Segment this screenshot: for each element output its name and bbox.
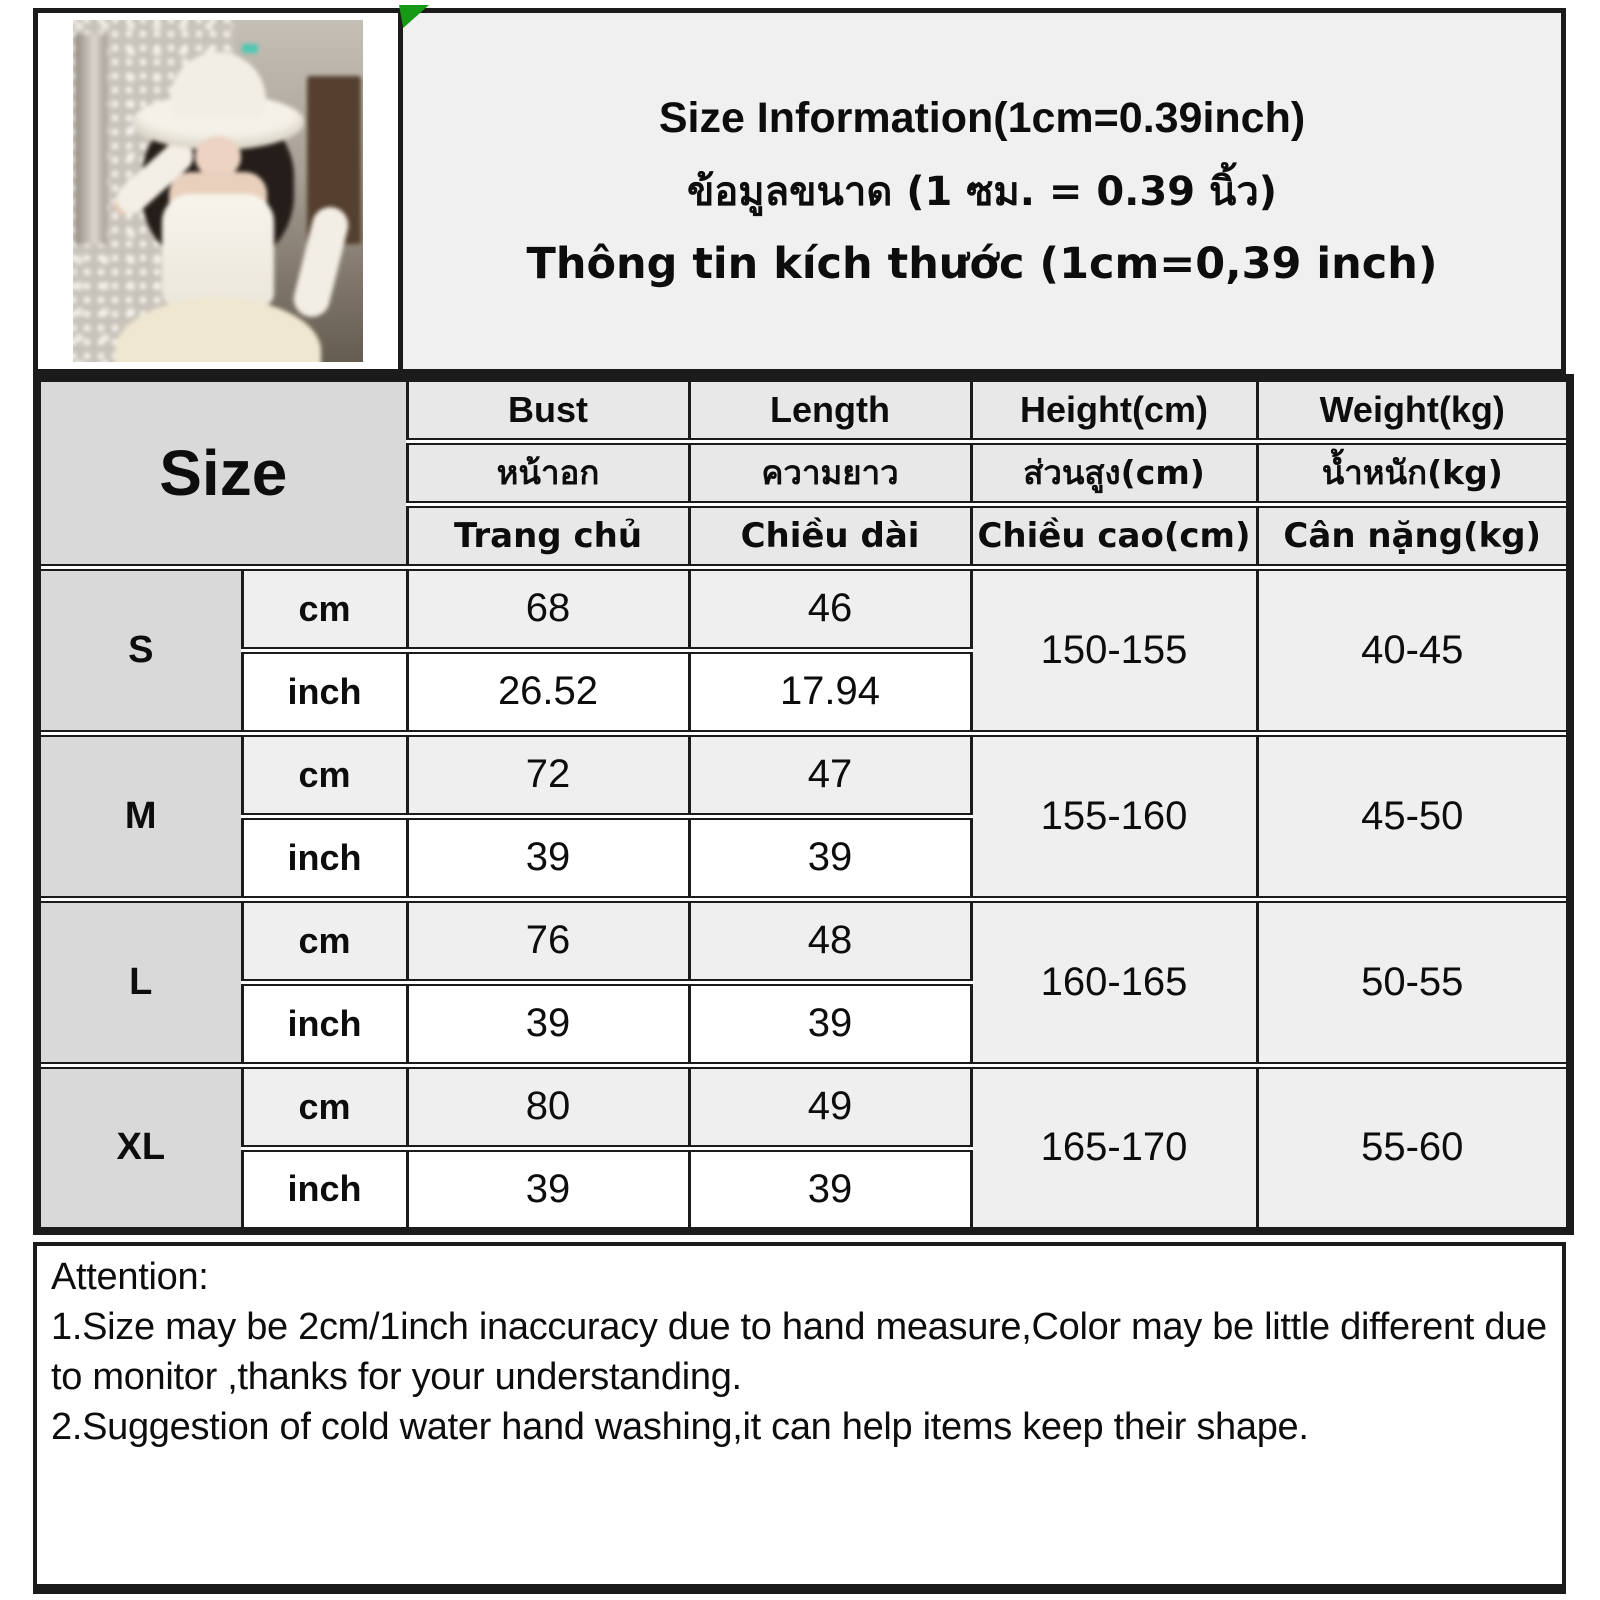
- header-length-th: ความยาว: [687, 437, 973, 508]
- header-bust-en: Bust: [405, 374, 691, 445]
- photo-model-face: [195, 136, 241, 178]
- unit-cm: cm: [240, 1061, 409, 1152]
- cell-m-weight: 45-50: [1255, 729, 1572, 903]
- attention-title: Attention:: [51, 1256, 209, 1298]
- unit-cm: cm: [240, 895, 409, 986]
- cell-xl-height: 165-170: [969, 1061, 1259, 1235]
- header-weight-vi: Cân nặng(kg): [1255, 500, 1572, 571]
- size-info-title-th: ข้อมูลขนาด (1 ซม. = 0.39 นิ้ว): [686, 168, 1278, 215]
- cell-xl-bust-inch: 39: [405, 1144, 691, 1235]
- cell-m-length-inch: 39: [687, 812, 973, 903]
- size-info-title-vi: Thông tin kích thước (1cm=0,39 inch): [526, 238, 1438, 289]
- photo-white-top: [162, 194, 274, 306]
- unit-inch: inch: [240, 978, 409, 1069]
- top-section: Size Information(1cm=0.39inch) ข้อมูลขนา…: [33, 8, 1566, 374]
- attention-note-2: 2.Suggestion of cold water hand washing,…: [51, 1406, 1309, 1449]
- product-photo-illustration: [73, 20, 363, 362]
- cell-m-height: 155-160: [969, 729, 1259, 903]
- attention-note-1: 1.Size may be 2cm/1inch inaccuracy due t…: [51, 1306, 1547, 1399]
- unit-inch: inch: [240, 646, 409, 737]
- size-table: Size Bust Length Height(cm) Weight(kg) ห…: [33, 374, 1574, 1235]
- size-label-xl: XL: [35, 1061, 244, 1235]
- size-label-m: M: [35, 729, 244, 903]
- size-corner-label: Size: [35, 374, 409, 571]
- header-bust-th: หน้าอก: [405, 437, 691, 508]
- header-weight-en: Weight(kg): [1255, 374, 1572, 445]
- header-height-vi: Chiều cao(cm): [969, 500, 1259, 571]
- header-length-en: Length: [687, 374, 973, 445]
- unit-inch: inch: [240, 812, 409, 903]
- photo-mirror-strip: [75, 34, 107, 244]
- cell-s-bust-cm: 68: [405, 563, 691, 654]
- size-label-s: S: [35, 563, 244, 737]
- unit-cm: cm: [240, 563, 409, 654]
- unit-cm: cm: [240, 729, 409, 820]
- product-photo: [33, 8, 403, 374]
- size-label-l: L: [35, 895, 244, 1069]
- cell-xl-bust-cm: 80: [405, 1061, 691, 1152]
- cell-l-bust-cm: 76: [405, 895, 691, 986]
- cell-s-bust-inch: 26.52: [405, 646, 691, 737]
- size-info-title-en: Size Information(1cm=0.39inch): [658, 93, 1306, 142]
- cell-xl-length-cm: 49: [687, 1061, 973, 1152]
- attention-box: Attention: 1.Size may be 2cm/1inch inacc…: [33, 1242, 1566, 1594]
- header-weight-th: น้ำหนัก(kg): [1255, 437, 1572, 508]
- cell-m-length-cm: 47: [687, 729, 973, 820]
- header-length-vi: Chiều dài: [687, 500, 973, 571]
- cell-l-height: 160-165: [969, 895, 1259, 1069]
- size-information-title-box: Size Information(1cm=0.39inch) ข้อมูลขนา…: [398, 8, 1566, 374]
- header-height-en: Height(cm): [969, 374, 1259, 445]
- cell-m-bust-inch: 39: [405, 812, 691, 903]
- cell-s-length-cm: 46: [687, 563, 973, 654]
- unit-inch: inch: [240, 1144, 409, 1235]
- cell-xl-weight: 55-60: [1255, 1061, 1572, 1235]
- header-height-th: ส่วนสูง(cm): [969, 437, 1259, 508]
- cell-l-bust-inch: 39: [405, 978, 691, 1069]
- photo-exit-sign: [242, 44, 259, 53]
- cell-s-height: 150-155: [969, 563, 1259, 737]
- cell-l-length-inch: 39: [687, 978, 973, 1069]
- cell-l-length-cm: 48: [687, 895, 973, 986]
- cell-s-weight: 40-45: [1255, 563, 1572, 737]
- cell-l-weight: 50-55: [1255, 895, 1572, 1069]
- cell-s-length-inch: 17.94: [687, 646, 973, 737]
- photo-blur-layer: [73, 20, 363, 362]
- header-bust-vi: Trang chủ: [405, 500, 691, 571]
- cell-m-bust-cm: 72: [405, 729, 691, 820]
- cell-xl-length-inch: 39: [687, 1144, 973, 1235]
